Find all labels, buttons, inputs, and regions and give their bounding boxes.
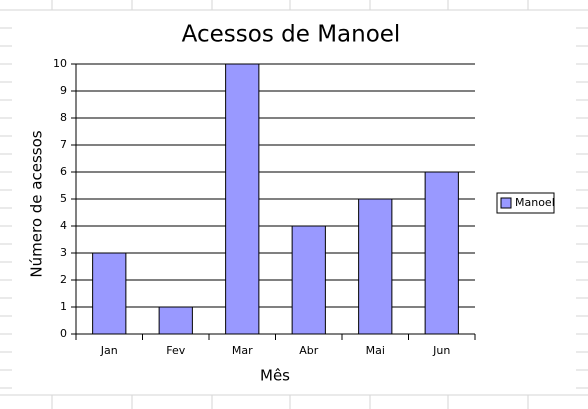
y-tick-label: 3 [60,246,67,259]
x-tick-label: Mar [232,344,253,357]
y-tick-label: 8 [60,111,67,124]
x-tick-label: Mai [366,344,385,357]
bar [225,63,260,335]
y-tick-label: 2 [60,273,67,286]
x-tick-label: Fev [166,344,185,357]
bar [92,252,127,335]
bar [358,198,393,335]
chart-title: Acessos de Manoel [182,22,401,48]
y-tick-label: 9 [60,84,67,97]
legend-label: Manoel [515,196,555,209]
y-tick-label: 0 [60,327,67,340]
y-axis-label: Número de acessos [28,130,46,277]
x-axis-label: Mês [260,367,290,385]
y-tick-label: 10 [53,57,67,70]
x-tick-label: Abr [299,344,319,357]
x-tick-label: Jun [432,344,450,357]
legend-swatch [500,197,512,209]
y-tick-label: 1 [60,300,67,313]
x-tick-label: Jan [100,344,118,357]
bar [291,225,326,335]
y-tick-label: 4 [60,219,67,232]
y-tick-label: 6 [60,165,67,178]
y-tick-label: 5 [60,192,67,205]
bar [158,306,193,335]
y-tick-label: 7 [60,138,67,151]
bar [424,171,459,335]
